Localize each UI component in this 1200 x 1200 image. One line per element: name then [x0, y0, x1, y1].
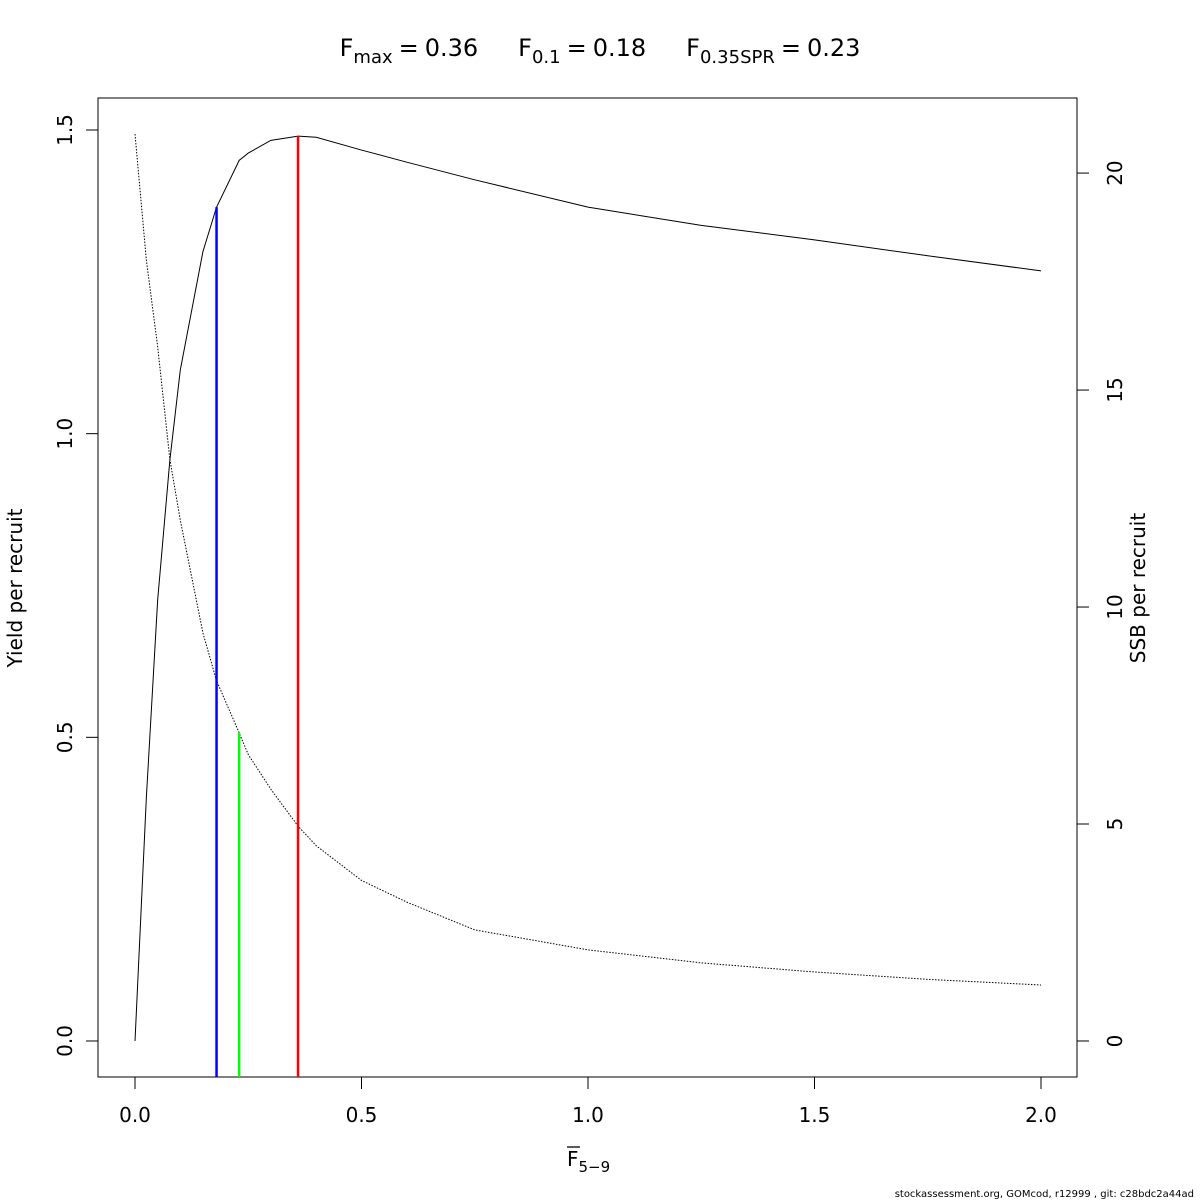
series-line [134, 135, 1042, 1042]
title-relation: = [399, 34, 419, 62]
title-subscript: 0.1 [532, 47, 561, 68]
y2-tick-label: 10 [1103, 594, 1127, 619]
y-tick-label: 0.5 [53, 721, 77, 753]
series-line [134, 133, 1042, 986]
title-value: 0.18 [593, 34, 646, 62]
x-tick-label: 1.0 [572, 1103, 604, 1127]
x-tick-label: 0.0 [119, 1103, 151, 1127]
footer: stockassessment.org, GOMcod, r12999 , gi… [895, 1189, 1194, 1200]
x-label-symbol: F [567, 1147, 579, 1171]
y2-axis-label: SSB per recruit [1126, 513, 1150, 664]
title-subscript: max [353, 47, 393, 68]
y2-tick-label: 0 [1103, 1035, 1127, 1048]
title-relation: = [567, 34, 587, 62]
x-tick-label: 2.0 [1025, 1103, 1057, 1127]
y-tick-label: 1.5 [53, 114, 77, 146]
x-axis-label: F5−9 [567, 1147, 610, 1176]
x-tick-label: 1.5 [799, 1103, 831, 1127]
title-relation: = [781, 34, 801, 62]
x-label-subscript: 5−9 [579, 1158, 611, 1176]
y2-tick-label: 20 [1103, 160, 1127, 185]
plot-frame [97, 97, 1078, 1078]
y2-tick-label: 15 [1103, 377, 1127, 402]
title-subscript: 0.35SPR [700, 47, 775, 68]
title-symbol: F [686, 34, 700, 62]
chart-title: Fmax = 0.36 F0.1 = 0.18 F0.35SPR = 0.23 [340, 34, 861, 68]
y-axis-label: Yield per recruit [3, 508, 27, 668]
title-symbol: F [518, 34, 532, 62]
x-tick-label: 0.5 [346, 1103, 378, 1127]
y-tick-label: 0.0 [53, 1025, 77, 1057]
title-value: 0.23 [807, 34, 860, 62]
title-value: 0.36 [425, 34, 478, 62]
y-tick-label: 1.0 [53, 418, 77, 450]
title-symbol: F [340, 34, 354, 62]
y2-tick-label: 5 [1103, 818, 1127, 831]
